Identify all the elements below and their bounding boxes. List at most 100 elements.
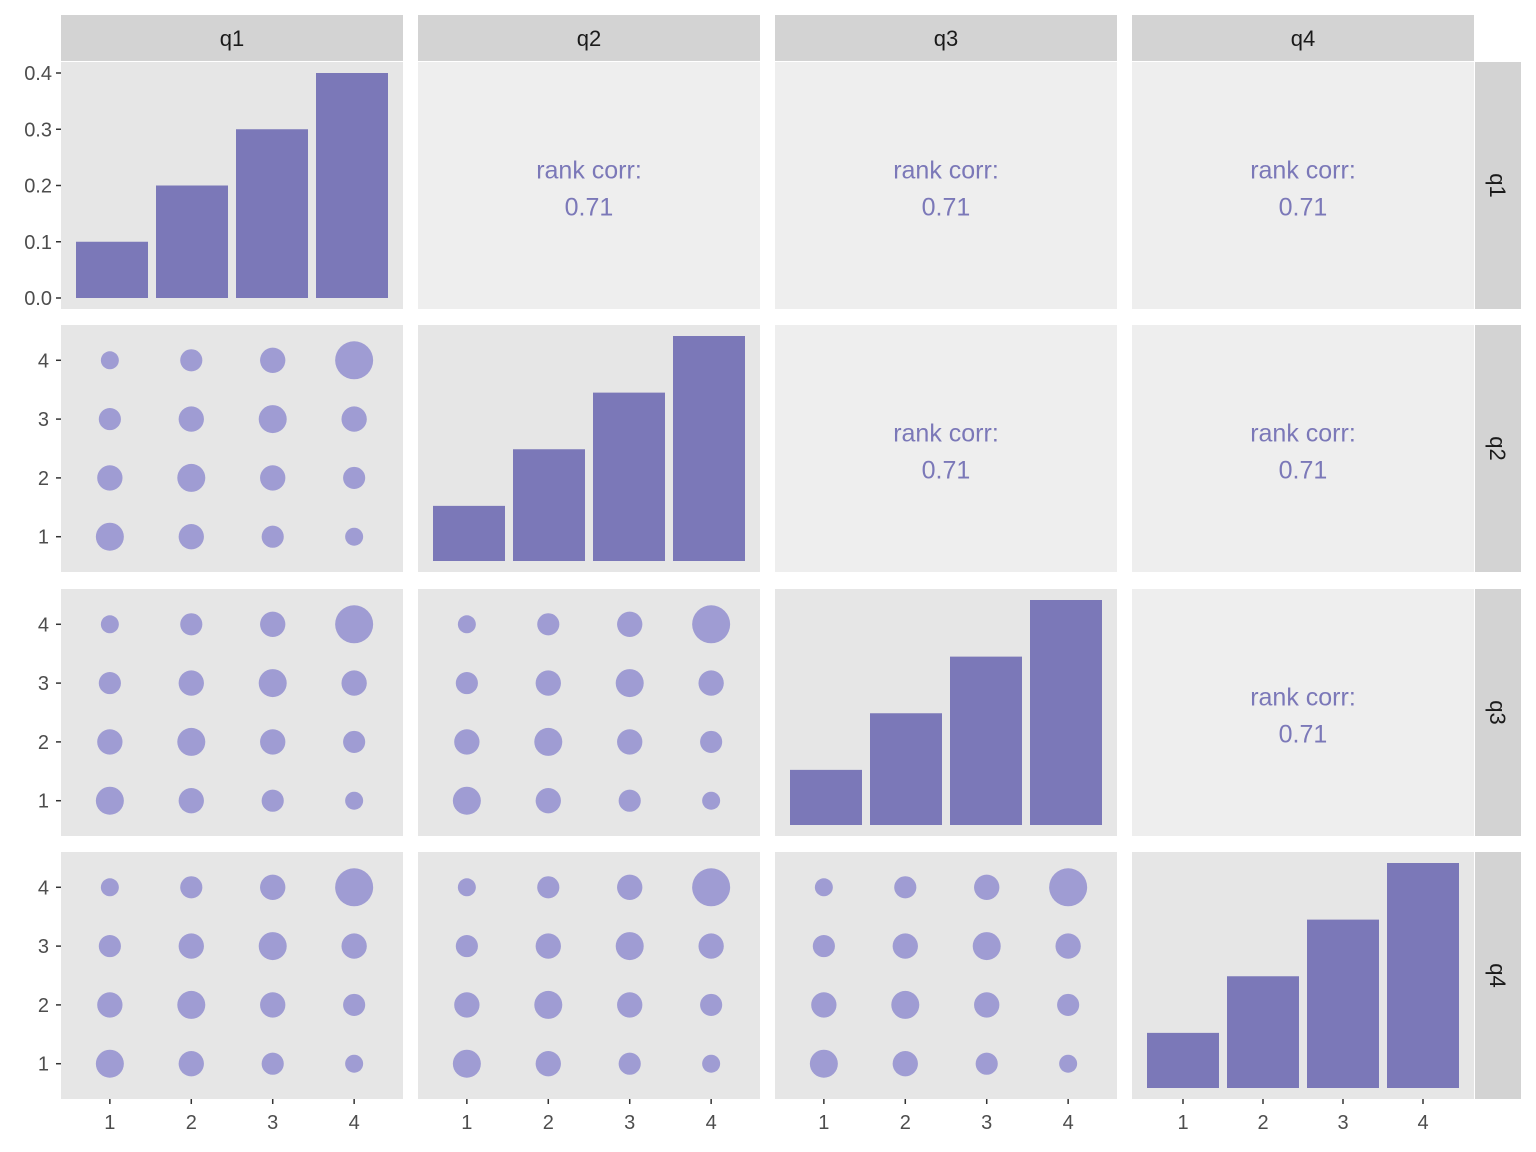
point-q31-q41 xyxy=(809,1049,838,1078)
point-q11-q33 xyxy=(98,672,121,695)
strip-top-label-q4: q4 xyxy=(1291,26,1315,51)
point-q33-q43 xyxy=(972,932,1001,961)
point-q32-q44 xyxy=(894,876,917,899)
point-q12-q33 xyxy=(178,670,204,696)
point-q24-q32 xyxy=(700,730,723,753)
point-q24-q42 xyxy=(700,993,723,1016)
point-q22-q42 xyxy=(534,990,563,1019)
point-q11-q31 xyxy=(95,786,124,815)
point-q23-q33 xyxy=(615,669,644,698)
point-q11-q21 xyxy=(95,522,124,551)
panel-corr-q3-q4 xyxy=(1132,589,1474,836)
point-q13-q24 xyxy=(260,347,286,373)
strip-top-q2 xyxy=(418,15,760,61)
bar-q3-3 xyxy=(950,656,1022,825)
bar-q3-1 xyxy=(790,769,862,825)
point-q24-q44 xyxy=(692,868,731,907)
point-q31-q43 xyxy=(812,935,835,958)
point-q21-q34 xyxy=(457,615,476,634)
corr-label: rank corr: xyxy=(893,420,999,448)
point-q22-q34 xyxy=(537,613,560,636)
x-tick-label: 4 xyxy=(1063,1112,1074,1134)
point-q13-q41 xyxy=(261,1052,284,1075)
strip-right-label-q1: q1 xyxy=(1485,173,1510,197)
point-q12-q32 xyxy=(177,727,206,756)
y-tick-label: 0.2 xyxy=(24,176,52,198)
y-tick-label: 2 xyxy=(38,732,49,754)
panel-corr-q2-q3 xyxy=(775,325,1117,572)
x-tick-label: 1 xyxy=(104,1112,115,1134)
strip-top-q1 xyxy=(61,15,403,61)
corr-label: rank corr: xyxy=(1250,684,1356,712)
point-q13-q32 xyxy=(260,729,286,755)
bar-q4-2 xyxy=(1227,976,1299,1088)
point-q21-q43 xyxy=(455,935,478,958)
point-q12-q23 xyxy=(178,406,204,432)
point-q24-q43 xyxy=(698,933,724,959)
bar-q3-2 xyxy=(870,713,942,825)
point-q24-q41 xyxy=(702,1054,721,1073)
strip-top-q3 xyxy=(775,15,1117,61)
point-q14-q34 xyxy=(335,605,374,644)
strip-right-q3 xyxy=(1475,589,1521,836)
y-tick-label: 1 xyxy=(38,1054,49,1076)
y-tick-label: 0.0 xyxy=(24,288,52,310)
y-tick-label: 1 xyxy=(38,791,49,813)
bar-q1-4 xyxy=(316,73,388,298)
point-q33-q44 xyxy=(974,874,1000,900)
point-q14-q41 xyxy=(345,1054,364,1073)
point-q23-q34 xyxy=(617,611,643,637)
bar-q4-4 xyxy=(1387,863,1459,1088)
point-q13-q33 xyxy=(258,669,287,698)
panel-corr-q2-q4 xyxy=(1132,325,1474,572)
point-q21-q32 xyxy=(454,729,480,755)
corr-label: rank corr: xyxy=(536,157,642,185)
strip-right-q4 xyxy=(1475,852,1521,1099)
x-tick-label: 4 xyxy=(706,1112,717,1134)
point-q14-q31 xyxy=(345,791,364,810)
point-q34-q41 xyxy=(1059,1054,1078,1073)
y-tick-label: 3 xyxy=(38,936,49,958)
x-tick-label: 3 xyxy=(267,1112,278,1134)
bar-q3-4 xyxy=(1030,600,1102,825)
strip-right-label-q4: q4 xyxy=(1485,963,1510,987)
corr-value: 0.71 xyxy=(922,457,971,485)
point-q13-q42 xyxy=(260,992,286,1018)
corr-value: 0.71 xyxy=(922,194,971,222)
point-q21-q44 xyxy=(457,878,476,897)
point-q11-q43 xyxy=(98,935,121,958)
strip-top-q4 xyxy=(1132,15,1474,61)
point-q14-q32 xyxy=(343,730,366,753)
point-q12-q43 xyxy=(178,933,204,959)
point-q14-q33 xyxy=(341,670,367,696)
y-tick-label: 4 xyxy=(38,614,49,636)
point-q11-q44 xyxy=(100,878,119,897)
point-q22-q44 xyxy=(537,876,560,899)
x-tick-label: 2 xyxy=(543,1112,554,1134)
bar-q2-4 xyxy=(673,336,745,561)
point-q12-q44 xyxy=(180,876,203,899)
corr-label: rank corr: xyxy=(1250,420,1356,448)
point-q11-q22 xyxy=(97,465,123,491)
point-q24-q31 xyxy=(702,791,721,810)
point-q12-q41 xyxy=(178,1051,204,1077)
x-tick-label: 1 xyxy=(818,1112,829,1134)
point-q33-q41 xyxy=(975,1052,998,1075)
point-q32-q43 xyxy=(892,933,918,959)
panel-corr-q1-q4 xyxy=(1132,62,1474,309)
x-tick-label: 1 xyxy=(1177,1112,1188,1134)
y-tick-label: 0.3 xyxy=(24,119,52,141)
point-q21-q31 xyxy=(452,786,481,815)
point-q13-q21 xyxy=(261,525,284,548)
bar-q2-2 xyxy=(513,449,585,561)
point-q11-q42 xyxy=(97,992,123,1018)
point-q32-q42 xyxy=(891,990,920,1019)
point-q23-q41 xyxy=(618,1052,641,1075)
point-q21-q41 xyxy=(452,1049,481,1078)
point-q22-q43 xyxy=(535,933,561,959)
corr-value: 0.71 xyxy=(1279,721,1328,749)
point-q14-q24 xyxy=(335,341,374,380)
point-q13-q44 xyxy=(260,874,286,900)
point-q31-q44 xyxy=(814,878,833,897)
x-tick-label: 3 xyxy=(981,1112,992,1134)
